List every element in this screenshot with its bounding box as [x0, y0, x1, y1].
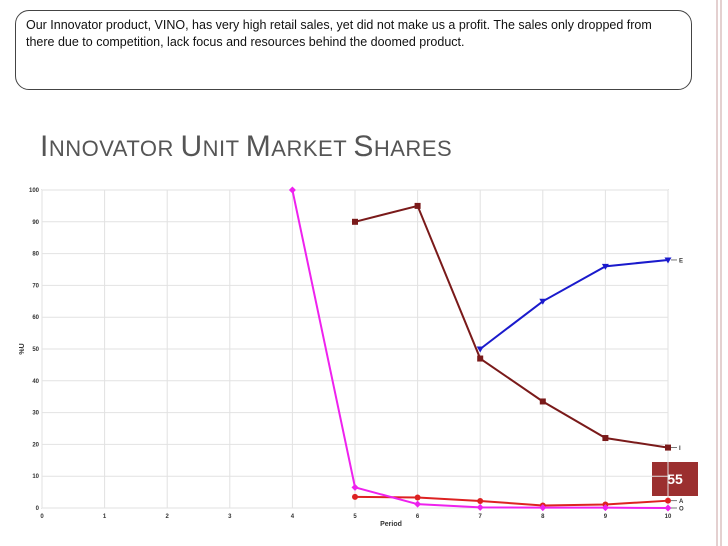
- y-tick-label: 80: [32, 252, 39, 258]
- y-tick-label: 50: [32, 347, 39, 353]
- callout-text: Our Innovator product, VINO, has very hi…: [26, 18, 652, 49]
- data-point-i: [414, 202, 421, 209]
- data-point-e: [539, 298, 547, 305]
- data-point-e: [476, 346, 484, 353]
- data-point-o: [414, 500, 422, 508]
- y-tick-label: 70: [32, 283, 39, 289]
- data-point-i: [602, 435, 609, 442]
- y-tick-label: 90: [32, 220, 39, 226]
- page-number: 55: [667, 471, 683, 487]
- x-tick-label: 0: [40, 514, 44, 520]
- y-tick-label: 40: [32, 379, 39, 385]
- page-number-badge: 55: [652, 462, 698, 496]
- x-tick-label: 4: [291, 514, 295, 520]
- data-point-o: [539, 504, 547, 512]
- x-tick-label: 6: [416, 514, 420, 520]
- data-point-o: [664, 504, 672, 512]
- data-point-o: [476, 503, 484, 511]
- series-label-o: O: [679, 507, 684, 513]
- data-point-a: [352, 493, 358, 500]
- y-tick-label: 0: [36, 506, 40, 512]
- right-border-decoration: [716, 0, 722, 546]
- data-point-i: [477, 355, 484, 362]
- data-point-o: [601, 504, 609, 512]
- y-axis-label: %U: [19, 343, 26, 354]
- data-point-o: [288, 186, 296, 194]
- data-point-i: [352, 218, 358, 225]
- series-label-i: I: [679, 446, 681, 452]
- series-line-e: [479, 258, 669, 350]
- x-tick-label: 10: [665, 514, 672, 520]
- y-tick-label: 60: [32, 315, 39, 321]
- series-label-a: A: [679, 499, 684, 505]
- data-point-a: [477, 498, 484, 505]
- y-tick-label: 100: [29, 188, 40, 194]
- series-label-e: E: [679, 258, 683, 264]
- data-point-a: [414, 494, 421, 501]
- y-tick-label: 10: [32, 474, 39, 480]
- x-tick-label: 7: [479, 514, 483, 520]
- x-tick-label: 1: [103, 514, 107, 520]
- x-tick-label: 8: [541, 514, 545, 520]
- callout-box: Our Innovator product, VINO, has very hi…: [15, 10, 692, 90]
- x-tick-label: 2: [166, 514, 170, 520]
- data-point-e: [601, 263, 609, 270]
- data-point-a: [665, 497, 671, 504]
- series-line-a: [354, 495, 669, 507]
- data-point-i: [539, 398, 546, 405]
- y-tick-label: 20: [32, 442, 39, 448]
- x-tick-label: 9: [604, 514, 608, 520]
- series-line-i: [354, 204, 669, 449]
- slide-title: INNOVATOR UNIT MARKET SHARES: [40, 130, 453, 163]
- x-axis-label: Period: [380, 521, 402, 528]
- x-tick-label: 5: [353, 514, 357, 520]
- x-tick-label: 3: [228, 514, 232, 520]
- data-point-e: [664, 257, 672, 264]
- data-point-i: [665, 444, 671, 451]
- data-point-o: [351, 483, 359, 491]
- y-tick-label: 30: [32, 411, 39, 417]
